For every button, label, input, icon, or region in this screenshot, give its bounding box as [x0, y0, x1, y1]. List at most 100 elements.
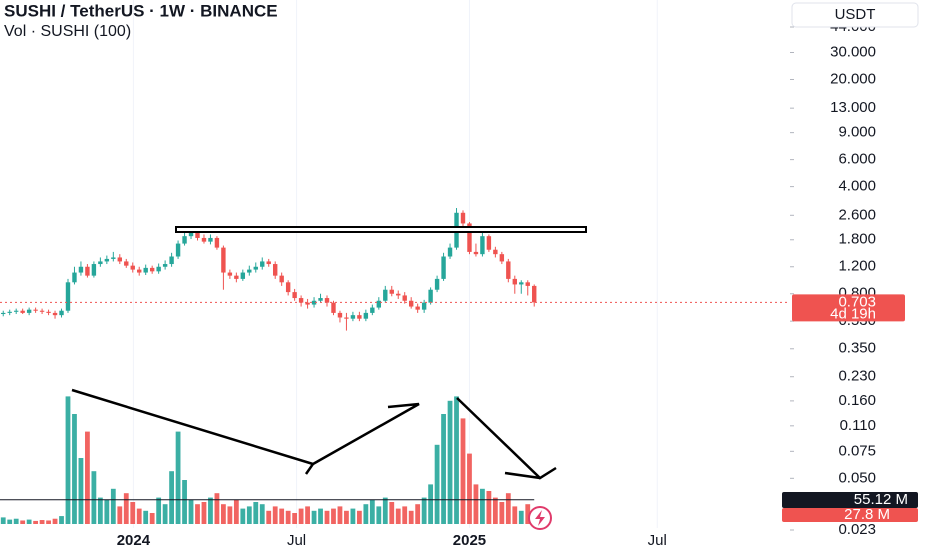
candle-body	[441, 256, 446, 279]
volume-indicator: Vol · SUSHI (100)	[4, 23, 131, 40]
candle-body	[285, 282, 291, 293]
candle-body	[292, 292, 297, 299]
volume-bar	[441, 414, 446, 524]
volume-bar	[221, 504, 226, 524]
candle-body	[298, 298, 304, 303]
y-tick-label: 0.350	[838, 340, 876, 357]
volume-bar	[104, 499, 110, 524]
volume-bar	[0, 517, 6, 524]
candle-body	[124, 261, 129, 266]
candle-body	[149, 267, 155, 272]
candle-body	[506, 261, 511, 279]
candle-body	[350, 315, 356, 319]
candle-body	[480, 236, 485, 255]
volume-bar	[156, 497, 162, 524]
candle-body	[221, 247, 226, 273]
volume-bar	[337, 506, 343, 524]
volume-ma-tag	[782, 492, 918, 508]
price-tag	[792, 294, 905, 322]
volume-bar	[7, 519, 13, 524]
candle-body	[421, 302, 427, 310]
candle-body	[363, 312, 369, 319]
y-tick-label: 0.160	[838, 392, 876, 409]
volume-bar	[408, 510, 414, 524]
x-tick-label: 2024	[117, 532, 151, 549]
y-tick-label: 6.000	[838, 151, 876, 168]
candle-body	[117, 257, 122, 262]
currency-label: USDT	[835, 6, 876, 23]
volume-bar	[447, 400, 453, 524]
volume-bar	[143, 510, 149, 524]
volume-bar	[123, 493, 129, 524]
volume-bar	[318, 508, 323, 524]
volume-bar	[376, 506, 382, 524]
volume-bar	[72, 414, 77, 524]
candle-body	[532, 285, 537, 303]
candle-body	[162, 264, 168, 267]
currency-button[interactable]	[791, 2, 919, 28]
candle-body	[266, 261, 271, 265]
candle-body	[434, 278, 440, 290]
volume-bar	[78, 458, 84, 524]
volume-bar	[201, 502, 207, 524]
volume-bar	[344, 510, 349, 524]
volume-bar	[214, 493, 220, 524]
x-tick-label: Jul	[287, 532, 306, 549]
volume-bar	[97, 497, 103, 524]
volume-bar	[350, 508, 356, 524]
volume-bar	[266, 510, 272, 524]
volume-bar	[467, 453, 472, 524]
y-tick-label: 4.000	[838, 178, 876, 195]
candle-body	[396, 293, 401, 296]
symbol-title: SUSHI / TetherUS · 1W · BINANCE	[4, 1, 278, 20]
volume-bar	[33, 520, 39, 524]
candle-body	[104, 258, 110, 262]
horizontal-zone	[175, 226, 587, 233]
candle-body	[65, 282, 71, 311]
candle-body	[344, 317, 349, 319]
volume-bar	[369, 499, 375, 524]
volume-bar	[20, 520, 26, 524]
volume-bar	[188, 499, 194, 524]
volume-bar	[279, 508, 285, 524]
countdown: 4d 19h	[830, 305, 876, 322]
plot	[0, 208, 790, 524]
candle-body	[279, 275, 284, 283]
candle-body	[370, 307, 375, 313]
candle-body	[428, 289, 433, 303]
volume-bar	[525, 504, 531, 524]
price-axis	[790, 0, 932, 550]
volume-bar	[518, 510, 524, 524]
y-tick-label: 0.023	[838, 521, 876, 538]
volume-bar	[149, 513, 155, 524]
volume-tag	[782, 508, 918, 522]
candle-body	[214, 237, 220, 248]
candle-body	[20, 310, 25, 313]
candle-body	[493, 249, 498, 255]
volume-bar	[395, 508, 401, 524]
volume-bar	[480, 488, 485, 524]
volume-bar	[85, 431, 90, 524]
candle-body	[13, 310, 19, 312]
x-tick-label: 2025	[453, 532, 486, 549]
volume-bar	[272, 506, 278, 524]
volume-bar	[227, 506, 233, 524]
candle-body	[33, 309, 38, 311]
volume-bar	[499, 502, 505, 524]
candle-body	[525, 282, 530, 286]
volume-bar	[13, 518, 19, 524]
volume-bar	[240, 508, 246, 524]
volume-bar	[259, 504, 265, 524]
candle-body	[331, 302, 336, 313]
candle-body	[175, 243, 181, 257]
y-tick-label: 0.075	[838, 442, 876, 459]
candle-body	[78, 266, 84, 273]
candle-body	[201, 237, 207, 242]
candle-body	[240, 272, 246, 279]
volume-bar	[331, 508, 336, 524]
candle-body	[208, 237, 213, 242]
volume-bar	[91, 471, 97, 524]
y-tick-label: 2.600	[838, 206, 876, 223]
volume-bar	[52, 518, 58, 524]
candle-body	[324, 298, 330, 303]
